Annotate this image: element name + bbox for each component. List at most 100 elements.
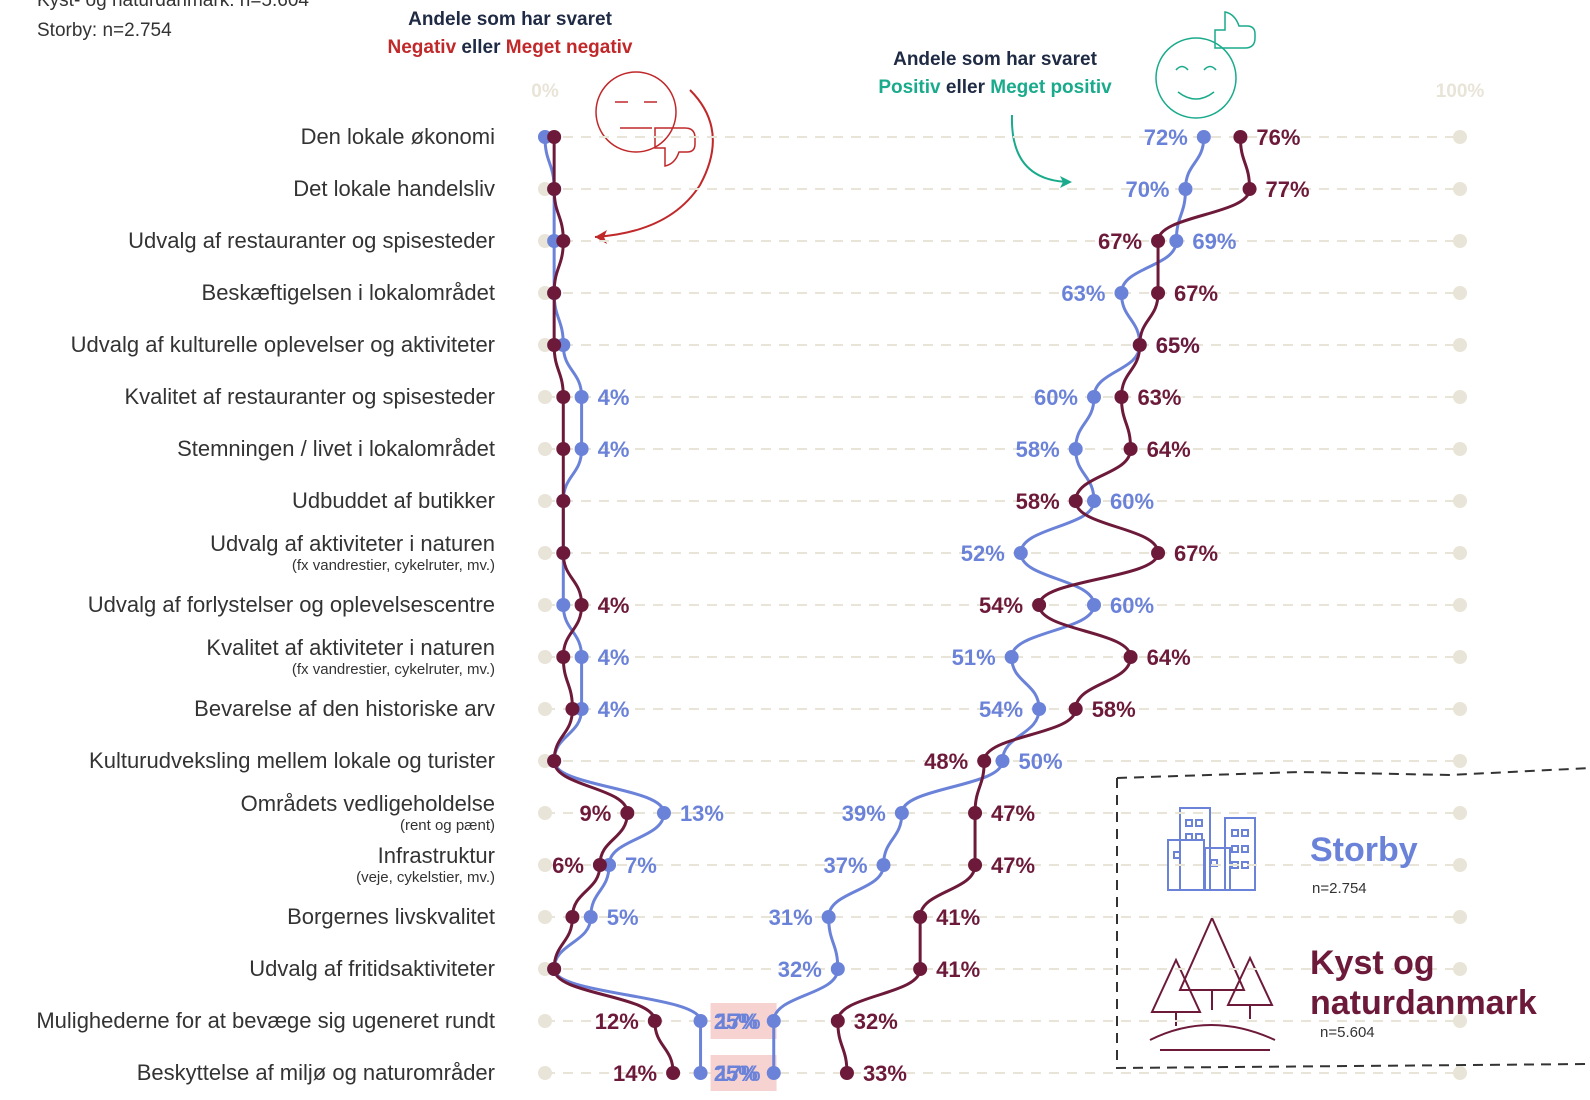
- header-terms: Positiv eller Meget positiv: [840, 74, 1150, 102]
- value-label: 13%: [680, 801, 724, 826]
- grid-end-dot: [1453, 598, 1467, 612]
- value-label: 39%: [842, 801, 886, 826]
- value-label: 54%: [979, 593, 1023, 618]
- dot: [1123, 442, 1138, 456]
- dot: [1123, 650, 1138, 664]
- dot: [1151, 286, 1166, 300]
- dot: [547, 286, 562, 300]
- dot: [1068, 702, 1083, 716]
- value-label: 9%: [580, 801, 612, 826]
- value-label: 5%: [607, 905, 639, 930]
- grid-end-dot: [1453, 338, 1467, 352]
- dot: [556, 494, 571, 508]
- dot: [1169, 234, 1184, 248]
- category-label: Udvalg af kulturelle oplevelser og aktiv…: [5, 332, 495, 358]
- legend-label: Kyst og naturdanmark: [1310, 944, 1537, 1022]
- category-text: Kvalitet af aktiviteter i naturen: [206, 635, 495, 660]
- dot: [547, 754, 562, 768]
- value-label: 60%: [1110, 593, 1154, 618]
- arrow: [594, 89, 714, 238]
- value-label: 63%: [1137, 385, 1181, 410]
- header-intro: Andele som har svaret: [893, 49, 1097, 70]
- value-label: 64%: [1147, 645, 1191, 670]
- category-label: Mulighederne for at bevæge sig ugeneret …: [5, 1008, 495, 1034]
- category-label: Borgernes livskvalitet: [5, 904, 495, 930]
- value-label: 65%: [1156, 333, 1200, 358]
- header-negative: Andele som har svaret Negativ eller Mege…: [360, 6, 660, 62]
- dot: [556, 650, 571, 664]
- value-label: 4%: [598, 437, 630, 462]
- category-note: (rent og pænt): [399, 817, 495, 834]
- dot: [766, 1014, 781, 1028]
- dot: [574, 390, 589, 404]
- value-label: 48%: [924, 749, 968, 774]
- dot: [1068, 494, 1083, 508]
- value-label: 64%: [1147, 437, 1191, 462]
- dot: [1068, 442, 1083, 456]
- category-text: Områdets vedligeholdelse: [240, 791, 495, 816]
- dot: [913, 910, 928, 924]
- dot: [830, 962, 845, 976]
- category-note: (fx vandrestier, cykelruter, mv.): [291, 557, 495, 574]
- category-text: Udvalg af fritidsaktiviteter: [249, 956, 495, 981]
- dot: [839, 1066, 854, 1080]
- category-text: Kulturudveksling mellem lokale og turist…: [89, 748, 495, 773]
- category-text: Udvalg af restauranter og spisesteder: [128, 228, 495, 253]
- grid-end-dot: [1453, 858, 1467, 872]
- value-label: 33%: [863, 1061, 907, 1086]
- grid-end-dot: [1453, 806, 1467, 820]
- category-text: Udvalg af aktiviteter i naturen: [210, 531, 495, 556]
- legend-n: n=2.754: [1312, 880, 1367, 897]
- grid-end-dot: [1453, 1066, 1467, 1080]
- dot: [1032, 598, 1047, 612]
- category-text: Beskyttelse af miljø og naturområder: [136, 1060, 495, 1085]
- dot: [1178, 182, 1193, 196]
- dot: [547, 182, 562, 196]
- grid-end-dot: [1453, 286, 1467, 300]
- grid-end-dot: [1453, 650, 1467, 664]
- dot: [1114, 390, 1129, 404]
- series-line: [552, 137, 675, 1074]
- value-label: 12%: [595, 1009, 639, 1034]
- value-label: 25%: [714, 1061, 758, 1086]
- value-label: 67%: [1098, 229, 1142, 254]
- x-tick-label: 0%: [531, 81, 559, 102]
- grid-end-dot: [538, 494, 552, 508]
- label-highlight: [710, 1055, 777, 1091]
- value-label: 58%: [1016, 437, 1060, 462]
- dot: [830, 1014, 845, 1028]
- dot: [1151, 234, 1166, 248]
- value-label: 32%: [778, 957, 822, 982]
- value-label: 58%: [1016, 489, 1060, 514]
- dot: [656, 806, 671, 820]
- value-label: 54%: [979, 697, 1023, 722]
- value-label: 63%: [1061, 281, 1105, 306]
- dot: [556, 234, 571, 248]
- category-label: Kvalitet af restauranter og spisesteder: [5, 384, 495, 410]
- value-label: 67%: [1174, 541, 1218, 566]
- value-label: 58%: [1092, 697, 1136, 722]
- label-highlight: [710, 1003, 777, 1039]
- category-note: (fx vandrestier, cykelruter, mv.): [291, 661, 495, 678]
- dot: [1132, 338, 1147, 352]
- arrow: [1010, 114, 1069, 183]
- header-term: Meget negativ: [505, 37, 633, 58]
- value-label: 4%: [598, 645, 630, 670]
- value-label: 17%: [717, 1061, 761, 1086]
- grid-end-dot: [1453, 1014, 1467, 1028]
- category-text: Den lokale økonomi: [300, 124, 495, 149]
- happy-icon: [1155, 11, 1256, 119]
- header-joiner: eller: [461, 37, 501, 58]
- value-label: 52%: [961, 541, 1005, 566]
- value-label: 4%: [598, 385, 630, 410]
- value-label: 41%: [936, 905, 980, 930]
- dot: [556, 598, 571, 612]
- legend-n: n=5.604: [1320, 1024, 1375, 1041]
- value-label: 51%: [952, 645, 996, 670]
- grid-end-dot: [1453, 962, 1467, 976]
- grid-end-dot: [538, 390, 552, 404]
- dot: [1087, 494, 1101, 508]
- sad-icon: [595, 71, 696, 167]
- value-label: 67%: [1174, 281, 1218, 306]
